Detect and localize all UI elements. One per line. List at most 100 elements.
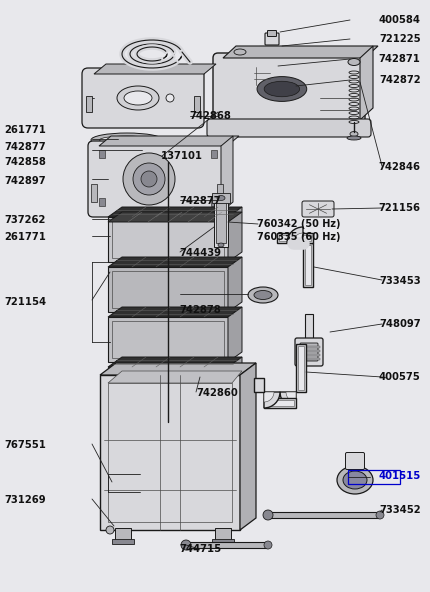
- Ellipse shape: [347, 136, 361, 140]
- FancyBboxPatch shape: [300, 343, 318, 361]
- Bar: [305, 245, 311, 285]
- Text: 742860: 742860: [196, 388, 238, 398]
- Ellipse shape: [267, 82, 270, 84]
- Bar: [298, 346, 320, 348]
- FancyBboxPatch shape: [295, 338, 323, 366]
- Text: 742858: 742858: [4, 157, 46, 167]
- Bar: [348, 470, 400, 484]
- Text: 721156: 721156: [378, 204, 421, 213]
- Polygon shape: [99, 136, 239, 146]
- Text: 400584: 400584: [378, 15, 421, 25]
- Circle shape: [376, 511, 384, 519]
- Bar: [112, 539, 134, 544]
- Bar: [116, 410, 122, 415]
- Bar: [112, 371, 224, 408]
- Bar: [214, 360, 220, 365]
- Bar: [112, 221, 224, 258]
- Ellipse shape: [348, 59, 360, 66]
- Ellipse shape: [257, 76, 307, 101]
- Ellipse shape: [117, 86, 159, 110]
- Circle shape: [106, 526, 114, 534]
- Text: 733452: 733452: [379, 506, 421, 515]
- FancyBboxPatch shape: [207, 119, 371, 137]
- Polygon shape: [360, 46, 373, 120]
- Ellipse shape: [144, 147, 152, 153]
- Ellipse shape: [343, 471, 367, 489]
- Text: 261771: 261771: [4, 232, 46, 242]
- Text: 721154: 721154: [4, 297, 46, 307]
- Bar: [108, 217, 228, 262]
- Bar: [214, 195, 228, 247]
- FancyBboxPatch shape: [345, 452, 365, 469]
- Text: 742897: 742897: [4, 176, 46, 185]
- Wedge shape: [280, 392, 296, 408]
- FancyBboxPatch shape: [213, 53, 365, 125]
- Wedge shape: [287, 227, 303, 243]
- Bar: [303, 243, 313, 287]
- FancyBboxPatch shape: [88, 141, 226, 217]
- FancyBboxPatch shape: [258, 47, 280, 63]
- Wedge shape: [264, 392, 280, 408]
- Ellipse shape: [248, 287, 278, 303]
- Bar: [99, 198, 105, 206]
- Bar: [277, 233, 313, 243]
- FancyBboxPatch shape: [302, 201, 334, 217]
- Text: 760342 (50 Hz): 760342 (50 Hz): [257, 219, 341, 229]
- Text: 748097: 748097: [379, 320, 421, 329]
- Ellipse shape: [234, 49, 246, 55]
- Bar: [265, 85, 277, 93]
- Polygon shape: [228, 257, 242, 312]
- FancyBboxPatch shape: [248, 63, 278, 89]
- Polygon shape: [94, 64, 216, 74]
- Bar: [108, 317, 228, 362]
- Bar: [298, 346, 304, 390]
- Bar: [268, 512, 380, 518]
- Bar: [298, 354, 320, 356]
- Ellipse shape: [350, 131, 358, 137]
- Text: 742868: 742868: [189, 111, 231, 121]
- Bar: [266, 400, 294, 406]
- Bar: [194, 96, 200, 112]
- Bar: [91, 184, 97, 202]
- Text: 137101: 137101: [161, 152, 203, 161]
- Circle shape: [263, 510, 273, 520]
- Polygon shape: [228, 307, 242, 362]
- Bar: [212, 539, 234, 544]
- Text: 767551: 767551: [4, 440, 46, 450]
- Circle shape: [264, 541, 272, 549]
- Circle shape: [141, 171, 157, 187]
- Polygon shape: [108, 307, 242, 317]
- Polygon shape: [228, 357, 242, 412]
- Text: 400575: 400575: [379, 372, 421, 382]
- FancyBboxPatch shape: [82, 68, 204, 128]
- Ellipse shape: [264, 81, 300, 96]
- Polygon shape: [108, 357, 242, 367]
- Bar: [298, 358, 320, 360]
- Ellipse shape: [218, 243, 224, 247]
- Bar: [214, 410, 220, 415]
- Bar: [115, 528, 131, 542]
- Bar: [279, 235, 311, 241]
- Bar: [116, 310, 122, 315]
- Bar: [186, 542, 268, 548]
- Polygon shape: [108, 257, 242, 267]
- Bar: [100, 375, 240, 530]
- Polygon shape: [221, 136, 233, 212]
- Bar: [99, 150, 105, 158]
- Bar: [214, 260, 220, 265]
- Ellipse shape: [91, 133, 163, 147]
- Text: 744715: 744715: [180, 545, 222, 554]
- Ellipse shape: [124, 91, 152, 105]
- Bar: [296, 344, 306, 392]
- Text: 733453: 733453: [379, 276, 421, 286]
- Bar: [86, 96, 92, 112]
- Text: 401515: 401515: [378, 471, 421, 481]
- Polygon shape: [240, 363, 256, 530]
- Ellipse shape: [337, 466, 373, 494]
- Bar: [298, 350, 320, 352]
- Ellipse shape: [217, 195, 225, 201]
- Bar: [212, 193, 230, 203]
- Bar: [214, 310, 220, 315]
- Text: 721225: 721225: [379, 34, 421, 44]
- Text: 742877: 742877: [4, 142, 46, 152]
